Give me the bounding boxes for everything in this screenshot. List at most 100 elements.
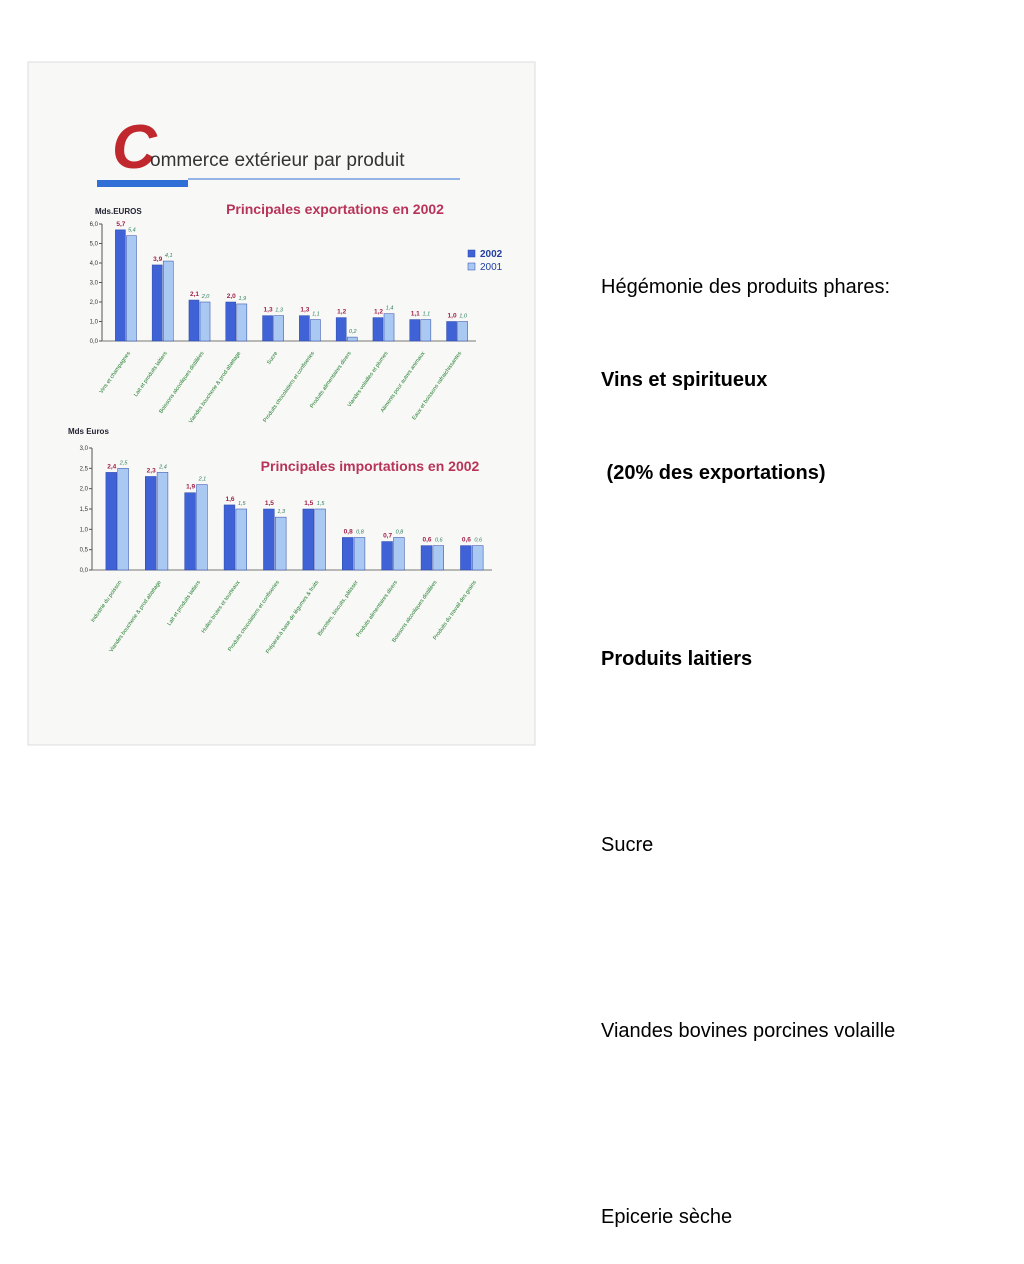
value-label: 1,3 (277, 509, 286, 515)
bar (236, 303, 248, 342)
bar (184, 492, 196, 571)
y-tick-label: 2,0 (90, 300, 99, 306)
sidebar-line: Viandes bovines porcines volaille (601, 1020, 896, 1042)
value-label: 0,7 (383, 533, 392, 540)
y-tick-label: 6,0 (90, 222, 99, 228)
bar (162, 260, 174, 342)
value-label: 0,8 (356, 529, 365, 535)
value-label: 2,0 (201, 294, 211, 300)
y-axis-label: Mds.EUROS (95, 207, 142, 216)
value-label: 1,0 (448, 313, 457, 320)
title-bar (97, 180, 188, 187)
page-title: ommerce extérieur par produit (150, 150, 405, 171)
bar (381, 541, 393, 571)
value-label: 3,9 (153, 256, 162, 263)
legend-swatch (467, 262, 476, 271)
value-label: 4,1 (165, 253, 173, 259)
bar (117, 468, 129, 571)
bar (115, 229, 126, 342)
value-label: 1,5 (317, 501, 326, 507)
bar (275, 516, 287, 571)
bar (126, 235, 137, 342)
title-initial: C (112, 113, 158, 182)
value-label: 2,4 (158, 464, 167, 470)
scan-page (27, 61, 536, 746)
value-label: 1,9 (186, 484, 195, 491)
value-label: 0,8 (344, 528, 353, 535)
value-label: 1,1 (411, 311, 420, 318)
bar (420, 545, 433, 571)
bar (302, 508, 314, 571)
bar (235, 508, 247, 571)
bar (335, 317, 347, 342)
value-label: 1,3 (300, 307, 309, 314)
sidebar-line: Hégémonie des produits phares: (601, 276, 891, 298)
value-label: 1,0 (459, 314, 468, 320)
bar (188, 299, 200, 342)
value-label: 1,5 (238, 501, 247, 507)
bar (223, 504, 236, 571)
chart-title: Principales exportations en 2002 (226, 201, 444, 217)
legend-label: 2001 (480, 262, 503, 273)
bar (225, 301, 237, 342)
bar (310, 319, 321, 342)
value-label: 1,1 (312, 312, 320, 318)
bar (314, 508, 326, 571)
bar (460, 545, 472, 571)
value-label: 2,4 (107, 463, 116, 470)
value-label: 0,6 (462, 537, 471, 544)
bar (151, 264, 163, 342)
bar (383, 313, 395, 342)
bar (353, 537, 366, 571)
value-label: 0,6 (474, 538, 483, 544)
value-label: 1,2 (337, 309, 346, 316)
y-tick-label: 2,5 (80, 466, 89, 472)
y-tick-label: 0,0 (90, 339, 99, 345)
sidebar-line: Vins et spiritueux (601, 369, 768, 391)
slide: C ommerce extérieur par produit Principa… (27, 61, 896, 1228)
bar (393, 537, 405, 571)
y-tick-label: 1,0 (80, 527, 89, 533)
bar (263, 508, 275, 571)
y-tick-label: 5,0 (90, 242, 99, 248)
y-tick-label: 3,0 (80, 446, 89, 452)
y-tick-label: 4,0 (90, 261, 99, 267)
sidebar: Hégémonie des produits phares: Vins et s… (601, 210, 895, 1264)
value-label: 1,3 (264, 307, 273, 314)
bar (262, 315, 273, 342)
value-label: 1,5 (265, 500, 274, 507)
bar (457, 321, 468, 342)
legend-label: 2002 (480, 249, 503, 260)
value-label: 5,7 (116, 221, 125, 228)
bar (409, 319, 421, 342)
sidebar-line: Produits laitiers (601, 648, 753, 670)
value-label: 1,6 (225, 496, 234, 503)
chart-title: Principales importations en 2002 (261, 458, 480, 474)
value-label: 0,8 (396, 529, 405, 535)
bar (420, 319, 432, 342)
bar (372, 317, 384, 342)
bar (145, 476, 157, 571)
y-tick-label: 0,5 (80, 548, 89, 554)
value-label: 2,3 (147, 467, 156, 474)
value-label: 0,6 (422, 537, 431, 544)
y-tick-label: 0,0 (80, 568, 89, 574)
y-axis-label: Mds Euros (68, 427, 109, 436)
value-label: 1,3 (275, 308, 284, 314)
y-tick-label: 2,0 (80, 487, 89, 493)
value-label: 0,6 (435, 538, 444, 544)
bar (446, 321, 457, 342)
value-label: 1,2 (374, 309, 383, 316)
value-label: 2,5 (119, 460, 129, 466)
value-label: 2,1 (198, 477, 207, 483)
bar (346, 336, 358, 342)
value-label: 0,2 (349, 329, 357, 335)
bar (342, 537, 354, 571)
value-label: 2,1 (190, 291, 199, 298)
value-label: 1,5 (304, 500, 313, 507)
bar (156, 472, 169, 571)
value-label: 1,1 (422, 312, 430, 318)
value-label: 5,4 (128, 228, 136, 234)
bar (472, 545, 484, 571)
y-tick-label: 1,0 (90, 320, 99, 326)
